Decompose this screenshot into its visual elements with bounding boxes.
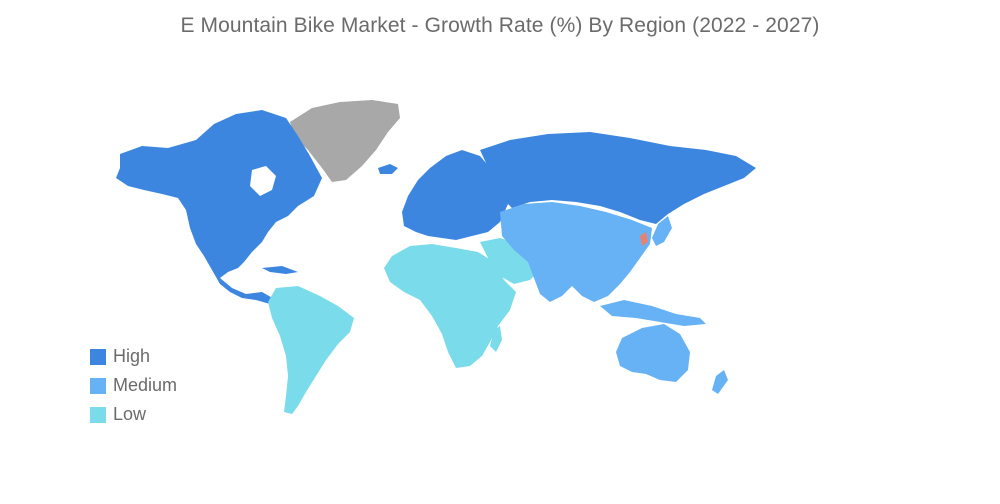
legend-swatch-medium <box>90 377 106 394</box>
legend-item-medium: Medium <box>90 371 177 400</box>
region-southeast-asia <box>600 300 706 326</box>
region-north-america <box>116 110 322 310</box>
region-iceland <box>378 164 398 174</box>
region-korea <box>640 232 648 246</box>
region-europe <box>402 150 508 240</box>
region-greenland <box>290 100 400 182</box>
legend-swatch-high <box>90 348 106 365</box>
region-hudson-bay <box>250 166 276 196</box>
legend: High Medium Low <box>90 342 177 429</box>
legend-swatch-low <box>90 406 106 423</box>
region-caribbean <box>262 266 298 274</box>
legend-label-low: Low <box>113 404 147 424</box>
region-russia <box>480 132 756 224</box>
region-japan <box>652 216 672 246</box>
region-new-zealand <box>712 370 728 394</box>
region-madagascar <box>490 326 502 352</box>
legend-label-high: High <box>113 346 151 366</box>
legend-label-medium: Medium <box>113 375 178 395</box>
legend-item-low: Low <box>90 400 177 429</box>
region-australia <box>616 324 690 382</box>
legend-item-high: High <box>90 342 177 371</box>
region-africa <box>384 244 516 368</box>
chart-title: E Mountain Bike Market - Growth Rate (%)… <box>180 14 820 37</box>
region-asia <box>500 202 652 302</box>
region-south-america <box>268 286 354 414</box>
